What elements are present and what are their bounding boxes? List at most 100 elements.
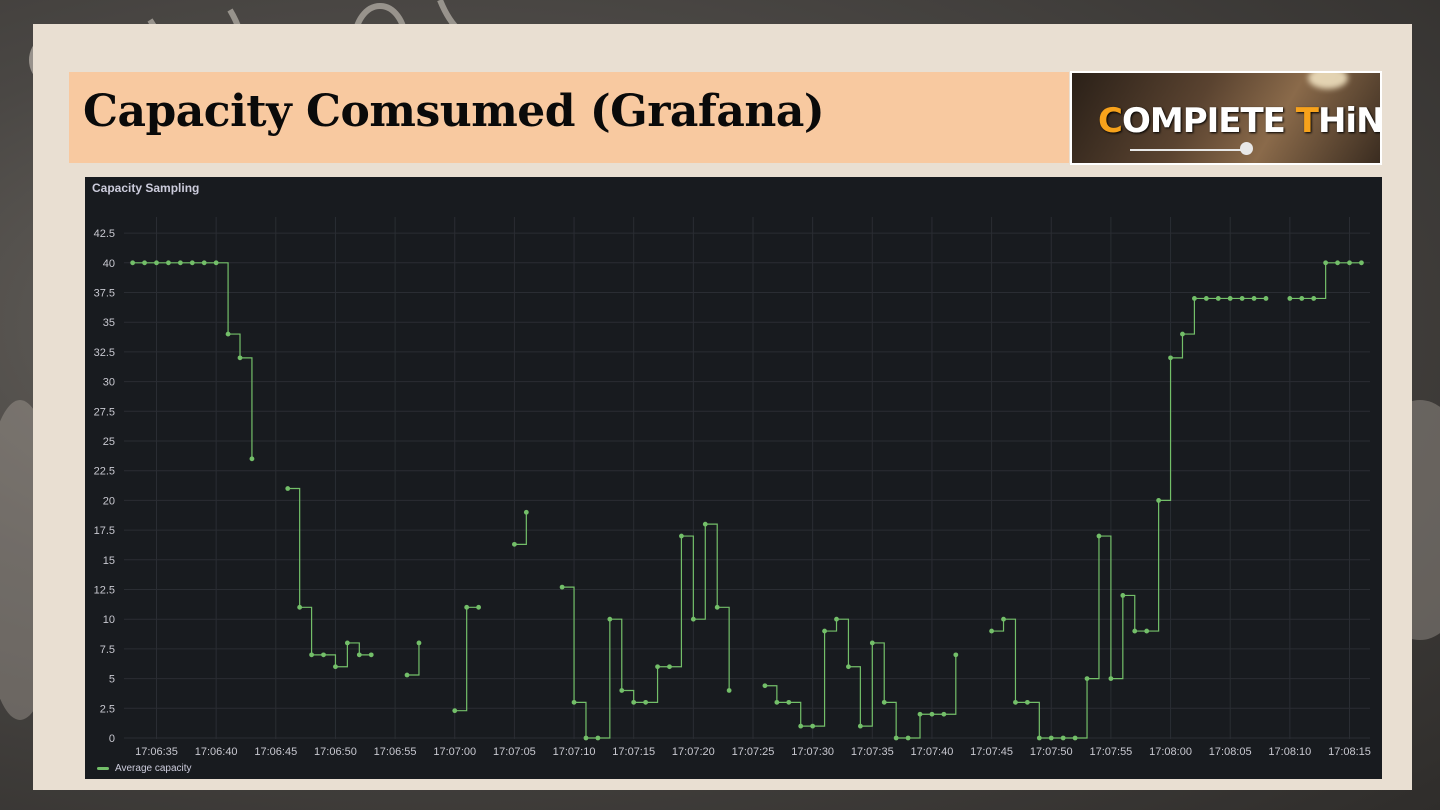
data-point [583,735,589,741]
x-tick-label: 17:07:45 [970,746,1013,758]
x-tick-label: 17:07:10 [553,746,596,758]
data-point [154,260,159,266]
data-point [404,672,410,678]
data-point [953,652,959,658]
series-line-segment [562,523,730,739]
data-point [893,735,899,741]
data-point [774,699,780,705]
x-tick-label: 17:06:55 [374,746,417,758]
logo-underline [1130,149,1242,151]
logo-wordmark: COMPIETE THiNK [1098,101,1382,141]
y-tick-label: 35 [103,317,115,329]
x-tick-label: 17:06:45 [254,746,297,758]
data-point [655,664,660,670]
data-point [905,735,911,741]
data-point [333,664,338,670]
x-tick-label: 17:07:15 [612,746,655,758]
x-tick-label: 17:07:30 [791,746,834,758]
data-point [1215,296,1221,301]
data-point [1120,593,1126,598]
data-point [225,331,231,337]
y-tick-label: 37.5 [94,288,115,300]
data-point [822,628,827,634]
data-point [130,260,136,266]
data-point [619,688,625,693]
data-point [1096,533,1102,539]
legend-label[interactable]: Average capacity [115,763,192,774]
data-point [1299,296,1305,301]
y-tick-label: 5 [109,674,115,686]
legend[interactable]: Average capacity [97,763,192,774]
data-point [679,533,684,539]
y-tick-label: 0 [109,733,115,745]
data-point [1359,260,1364,266]
data-point [1227,296,1233,301]
logo-glow [1308,73,1348,89]
data-point [1048,735,1054,741]
x-tick-label: 17:08:15 [1328,746,1371,758]
data-point [798,723,804,729]
y-tick-label: 27.5 [94,406,115,418]
data-point [201,260,207,266]
data-point [941,711,947,717]
legend-swatch [97,766,109,770]
y-tick-label: 17.5 [94,525,115,537]
data-point [1060,735,1066,741]
panel-title[interactable]: Capacity Sampling [92,181,200,195]
data-point [786,699,792,705]
data-point [237,355,243,361]
data-point [512,541,517,547]
x-tick-label: 17:07:55 [1089,746,1132,758]
x-tick-label: 17:08:05 [1209,746,1252,758]
x-tick-label: 17:07:20 [672,746,715,758]
data-point [559,584,565,590]
grafana-panel: 0 2.5 5 7.5 10 12.5 15 17.5 20 22.5 25 27.5 30 32.5 35… [85,177,1382,779]
data-point [452,708,458,714]
data-point [762,683,768,689]
y-tick-label: 40 [103,258,115,270]
x-tick-label: 17:07:00 [433,746,476,758]
data-point [142,260,147,266]
data-point [1180,331,1185,337]
data-point [881,699,887,705]
data-point [607,616,613,622]
data-point [297,604,303,610]
data-point [1156,498,1162,503]
series-line-segment [1289,262,1362,300]
x-tick-label: 17:07:50 [1030,746,1073,758]
x-tick-label: 17:06:35 [135,746,178,758]
brand-logo: COMPIETE THiNK [1070,71,1382,165]
data-point [1024,699,1030,705]
data-point [1251,296,1257,301]
x-tick-labels: 17:06:35 17:06:40 17:06:45 17:06:50 17:06:55… [135,746,1371,758]
y-tick-labels: 0 2.5 5 7.5 10 12.5 15 17.5 20 22.5 25 27.5 30 32.5 35… [94,228,115,745]
data-point [523,509,529,515]
logo-dot [1240,142,1253,155]
y-tick-label: 10 [103,614,115,626]
series-line-segment [407,642,420,676]
data-point [857,723,863,729]
data-point [476,604,482,610]
y-tick-label: 30 [103,377,115,389]
series-layer [130,260,1364,741]
data-point [571,699,577,705]
data-point [702,521,708,527]
y-tick-label: 7.5 [100,644,115,656]
data-point [1084,676,1090,681]
y-tick-label: 42.5 [94,228,115,240]
title-bar: Capacity Comsumed (Grafana) [69,72,1069,163]
data-point [1347,260,1352,266]
data-point [643,699,649,705]
data-point [285,486,291,491]
series-line-segment [991,297,1266,739]
y-tick-label: 20 [103,495,115,507]
data-point [356,652,362,658]
data-point [917,711,923,717]
y-tick-label: 2.5 [100,703,115,715]
series-line-segment [764,618,957,739]
x-tick-label: 17:07:40 [911,746,954,758]
data-point [690,616,696,622]
data-point [1144,628,1150,634]
data-point [726,688,732,693]
data-point [1036,735,1042,741]
